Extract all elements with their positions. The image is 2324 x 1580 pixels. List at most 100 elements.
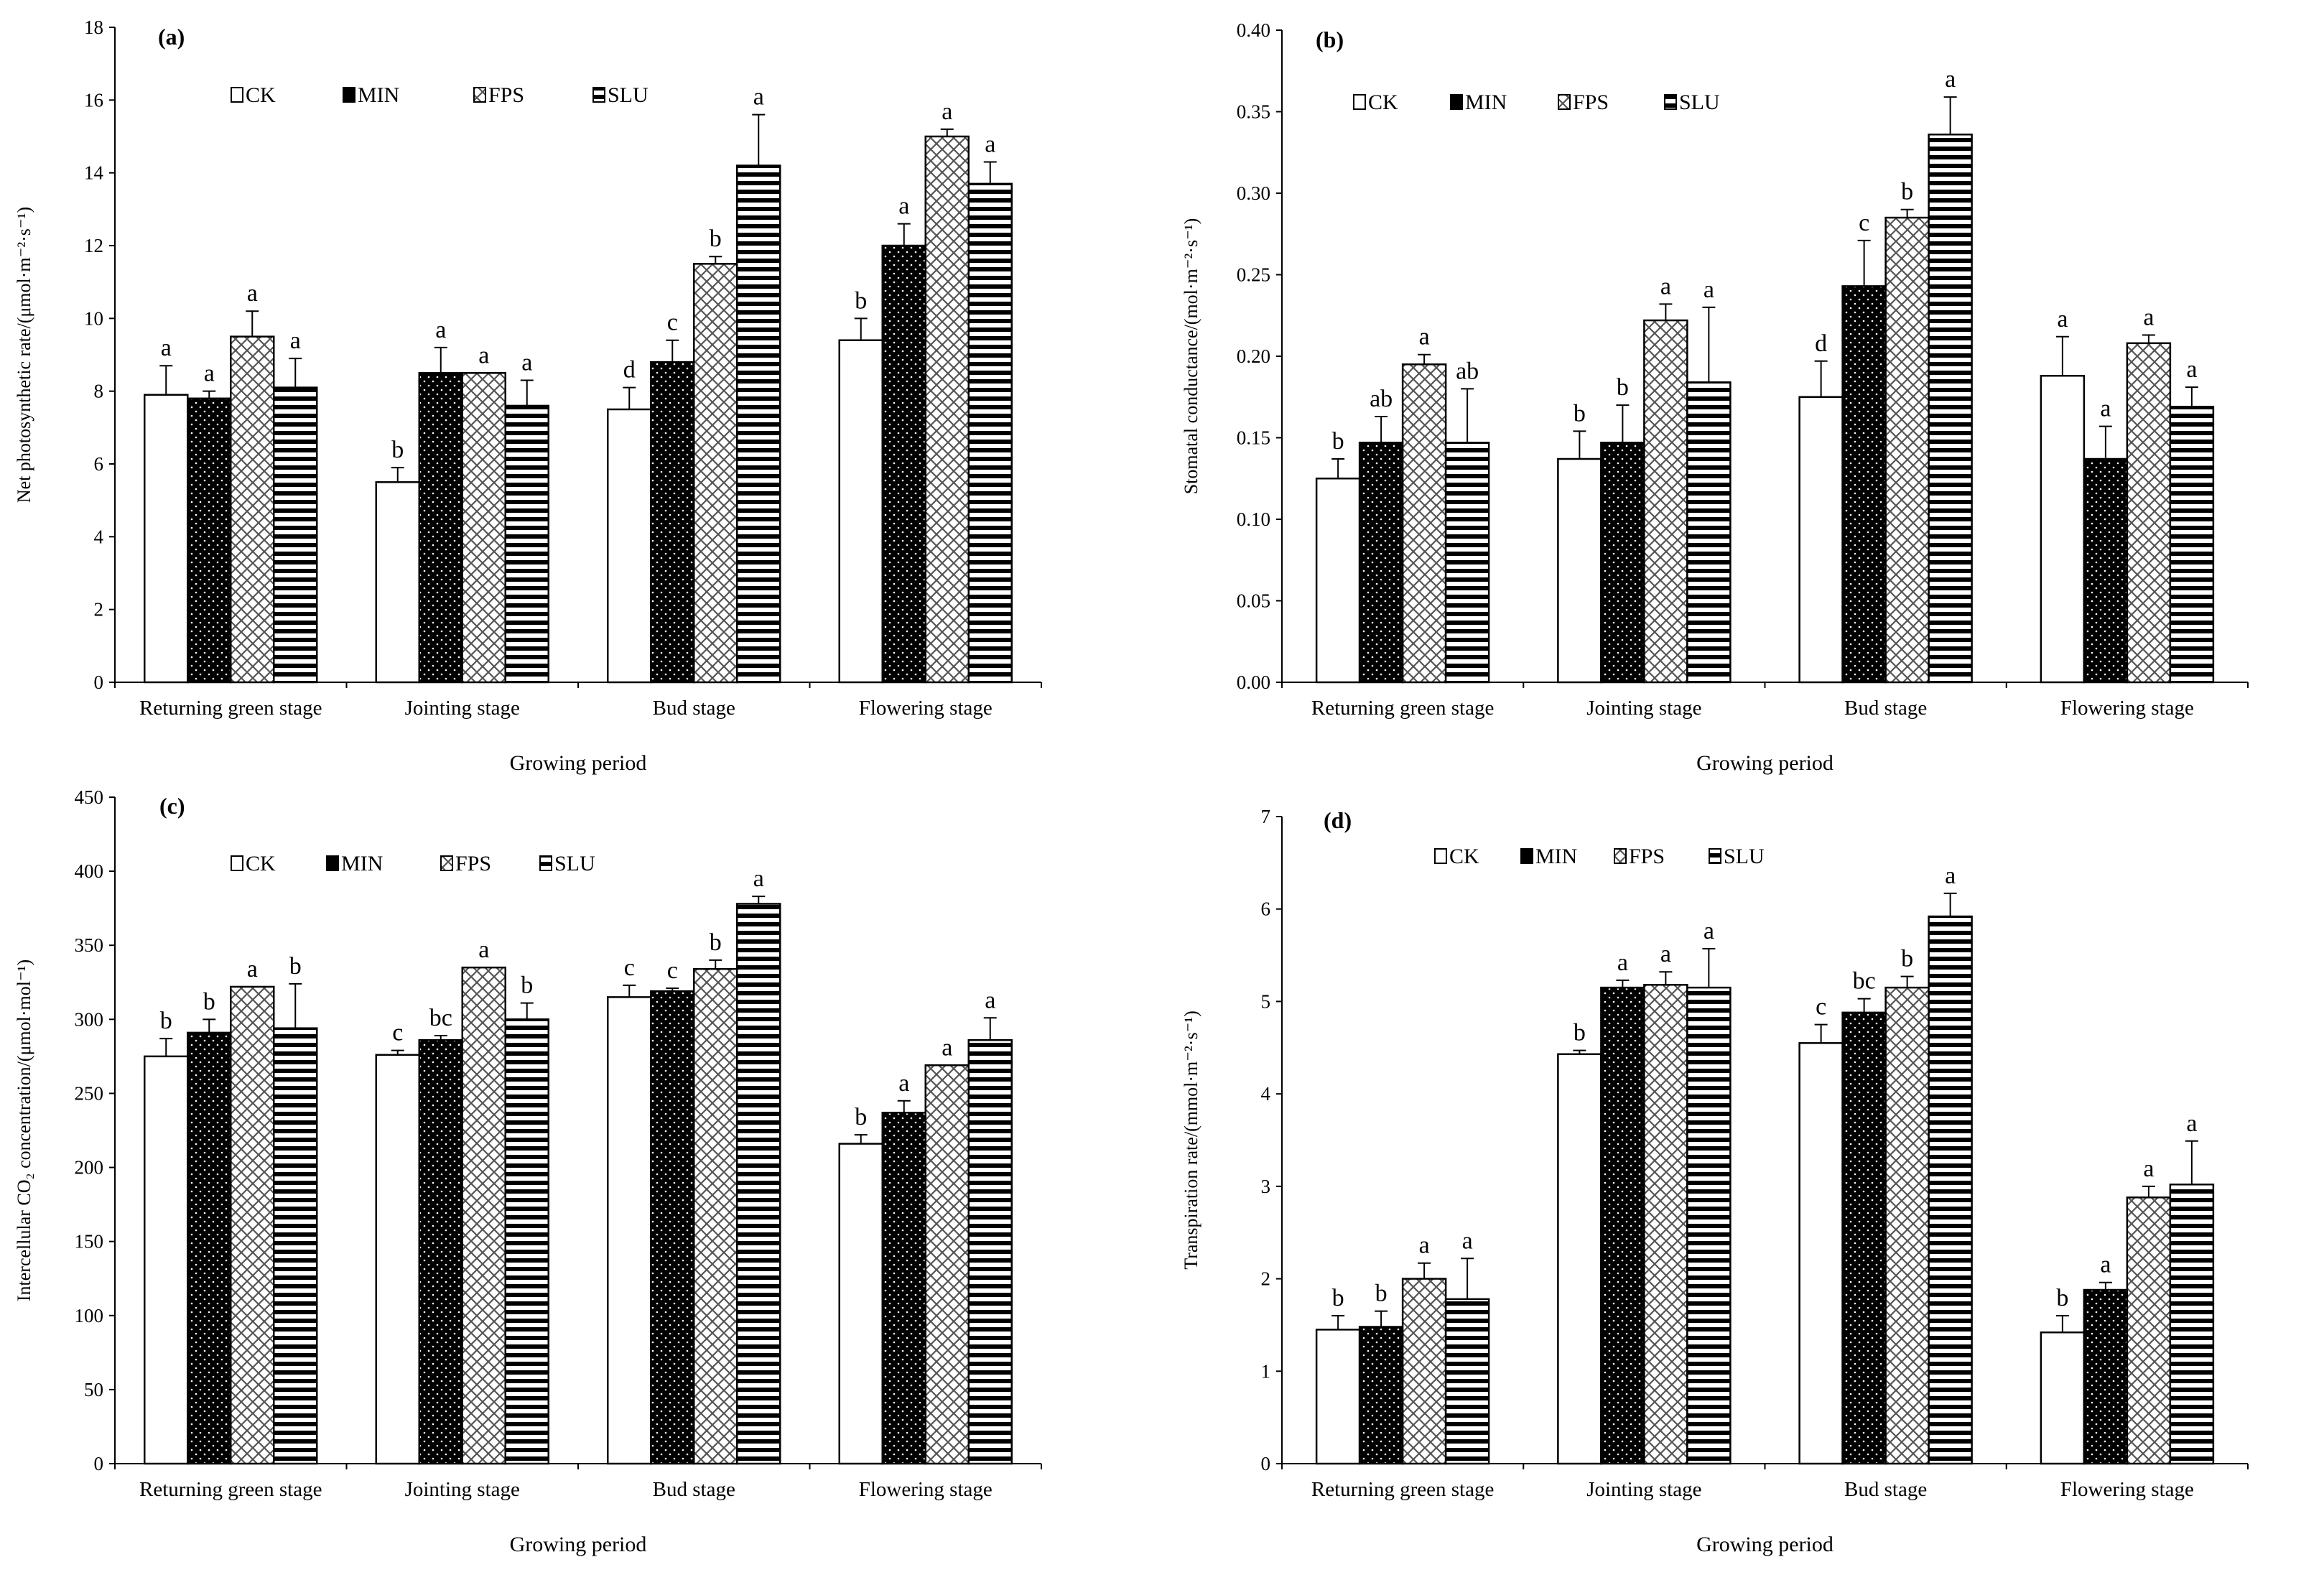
significance-letter: a	[2143, 304, 2154, 330]
significance-letter: a	[161, 335, 172, 361]
legend-swatch-min	[343, 87, 355, 103]
x-tick-label: Jointing stage	[405, 1478, 520, 1501]
panel-label: (a)	[158, 24, 185, 50]
significance-letter: a	[247, 956, 258, 982]
chart-panel-2: 0 50 100 150 200 250 300 350 400 450 Returning gre…	[14, 786, 1042, 1556]
significance-letter: b	[1332, 1285, 1344, 1311]
y-tick-label: 6	[1261, 898, 1271, 920]
legend-label: SLU	[1679, 90, 1720, 114]
bar-min	[1841, 285, 1887, 684]
significance-letter: bc	[1853, 968, 1876, 995]
bar-min	[1358, 442, 1404, 684]
bar-fps	[230, 985, 275, 1465]
x-tick-label: Flowering stage	[2060, 697, 2194, 720]
legend-swatch-fps	[1558, 94, 1571, 110]
chart-panel-3: 0 1 2 3 4 5 6 7 Returning green stage Jointing st…	[1181, 806, 2249, 1556]
bar-ck	[607, 996, 652, 1465]
significance-letter: a	[942, 1034, 952, 1061]
legend-label: SLU	[554, 852, 595, 875]
legend-label: MIN	[358, 83, 399, 107]
bar-fps	[1643, 319, 1688, 684]
significance-letter: a	[1945, 66, 1956, 93]
significance-letter: bc	[429, 1005, 452, 1031]
legend-swatch-ck	[231, 855, 243, 871]
y-tick-label: 5	[1261, 990, 1271, 1012]
significance-letter: a	[2100, 1252, 2111, 1278]
bar-ck	[375, 481, 420, 684]
x-tick-label: Jointing stage	[405, 697, 520, 720]
y-tick-label: 0	[94, 672, 104, 693]
y-axis-label: Intercellular CO₂ concentration/(μmol·mo…	[14, 959, 34, 1301]
significance-letter: a	[1704, 918, 1714, 944]
bar-slu	[1444, 442, 1490, 684]
x-tick-label: Flowering stage	[859, 1478, 993, 1501]
x-tick-label: Returning green stage	[1311, 1478, 1494, 1501]
significance-letter: a	[1617, 949, 1628, 976]
y-tick-label: 6	[94, 453, 104, 475]
significance-letter: a	[1462, 1227, 1473, 1254]
y-tick-label: 7	[1261, 806, 1271, 827]
legend-swatch-ck	[1434, 848, 1447, 864]
bar-ck	[838, 339, 883, 684]
y-tick-label: 2	[1261, 1268, 1271, 1290]
bar-min	[1600, 986, 1645, 1465]
significance-letter: b	[710, 929, 722, 956]
x-tick-label: Bud stage	[653, 697, 735, 720]
x-tick-label: Returning green stage	[139, 1478, 322, 1501]
y-tick-label: 400	[75, 860, 104, 882]
y-tick-label: 0	[1261, 1453, 1271, 1474]
significance-letter: b	[1375, 1281, 1388, 1307]
bar-fps	[230, 335, 275, 684]
significance-letter: a	[1660, 941, 1671, 967]
significance-letter: b	[1574, 1020, 1586, 1046]
significance-letter: d	[1815, 330, 1827, 357]
significance-letter: b	[1901, 179, 1913, 205]
bar-ck	[1557, 1053, 1602, 1465]
x-axis-label: Growing period	[1696, 751, 1833, 775]
bar-slu	[736, 164, 781, 684]
legend-swatch-fps	[1614, 848, 1627, 864]
bar-slu	[736, 903, 781, 1465]
legend-swatch-min	[326, 855, 339, 871]
bar-slu	[504, 1018, 549, 1465]
x-tick-label: Jointing stage	[1586, 697, 1701, 720]
y-tick-label: 2	[94, 599, 104, 621]
significance-letter: a	[898, 193, 909, 220]
y-tick-label: 300	[75, 1008, 104, 1030]
bar-slu	[273, 386, 318, 684]
significance-letter: c	[667, 957, 678, 984]
significance-letter: b	[203, 988, 215, 1015]
bar-fps	[693, 263, 738, 684]
bar-min	[1841, 1011, 1887, 1465]
legend-swatch-slu	[592, 87, 605, 103]
significance-letter: a	[985, 987, 995, 1013]
legend-label: FPS	[488, 83, 524, 107]
legend-label: MIN	[1535, 845, 1577, 868]
significance-letter: b	[289, 953, 302, 980]
significance-letter: a	[247, 280, 258, 307]
bar-min	[881, 244, 926, 684]
bar-fps	[2126, 1196, 2172, 1465]
x-axis-label: Growing period	[1696, 1533, 1833, 1556]
panel-label: (b)	[1316, 27, 1344, 52]
x-tick-label: Returning green stage	[139, 697, 322, 720]
bar-min	[650, 990, 695, 1465]
y-tick-label: 16	[84, 89, 103, 111]
bar-fps	[1401, 1278, 1447, 1465]
significance-letter: a	[204, 361, 215, 387]
significance-letter: a	[753, 84, 764, 111]
x-tick-label: Bud stage	[1844, 697, 1927, 720]
bar-fps	[924, 135, 970, 684]
legend-label: CK	[1368, 90, 1398, 114]
bar-min	[418, 372, 463, 684]
significance-letter: a	[478, 937, 489, 963]
bar-fps	[924, 1064, 970, 1465]
legend-swatch-min	[1450, 94, 1463, 110]
bar-slu	[273, 1027, 318, 1465]
bar-ck	[144, 1055, 189, 1465]
significance-letter: b	[710, 226, 722, 252]
bar-slu	[967, 1038, 1013, 1465]
significance-letter: b	[1617, 374, 1629, 401]
legend-swatch-ck	[1353, 94, 1366, 110]
